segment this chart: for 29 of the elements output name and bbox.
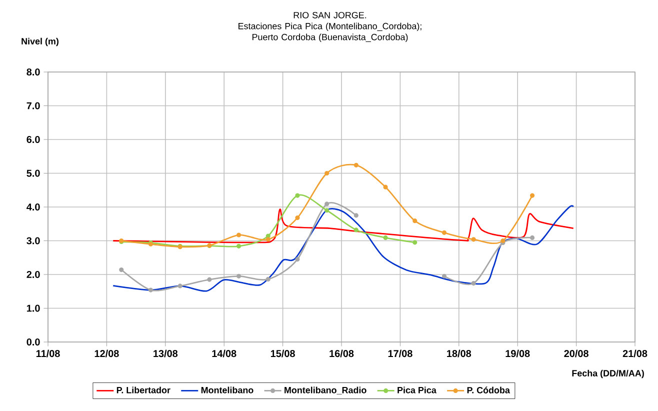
- y-tick-label: 1.0: [27, 304, 40, 312]
- y-tick-label: 2.0: [26, 270, 40, 278]
- x-tick-label: 20/08: [564, 350, 588, 358]
- y-tick-label: 7.0: [26, 102, 40, 110]
- y-tick-label: 6.0: [26, 136, 40, 144]
- chart-subtitle: Estaciones Pica Pica (Montelibano_Cordoba); Puerto Cordoba (Buenavista_Cordoba): [238, 22, 422, 42]
- y-tick-label: 0.0: [26, 338, 40, 346]
- y-tick-label: 3.0: [26, 237, 40, 244]
- legend-label: P. Códoba: [467, 386, 510, 394]
- x-tick-label: 11/08: [36, 350, 60, 358]
- legend-label: Montelibano: [201, 386, 254, 394]
- x-tick-label: 18/08: [447, 350, 472, 358]
- legend-label: Montelibano_Radio: [284, 386, 366, 394]
- x-tick-label: 21/08: [622, 350, 648, 358]
- x-tick-label: 14/08: [212, 350, 236, 358]
- chart-title: RIO SAN JORGE.: [294, 12, 366, 18]
- y-axis-title: Nivel (m): [22, 38, 58, 46]
- x-tick-label: 15/08: [270, 350, 295, 358]
- x-tick-label: 19/08: [506, 350, 530, 358]
- x-tick-label: 13/08: [154, 350, 178, 358]
- x-tick-label: 12/08: [94, 350, 119, 358]
- x-axis-title: Fecha (DD/M/AA): [572, 370, 644, 378]
- legend-label: P. Libertador: [116, 386, 170, 394]
- legend-label: Pica Pica: [398, 386, 436, 394]
- x-tick-label: 16/08: [330, 350, 354, 358]
- y-tick-label: 4.0: [26, 203, 40, 211]
- x-tick-label: 17/08: [388, 350, 412, 358]
- y-tick-label: 8.0: [26, 68, 40, 76]
- y-tick-label: 5.0: [26, 170, 40, 177]
